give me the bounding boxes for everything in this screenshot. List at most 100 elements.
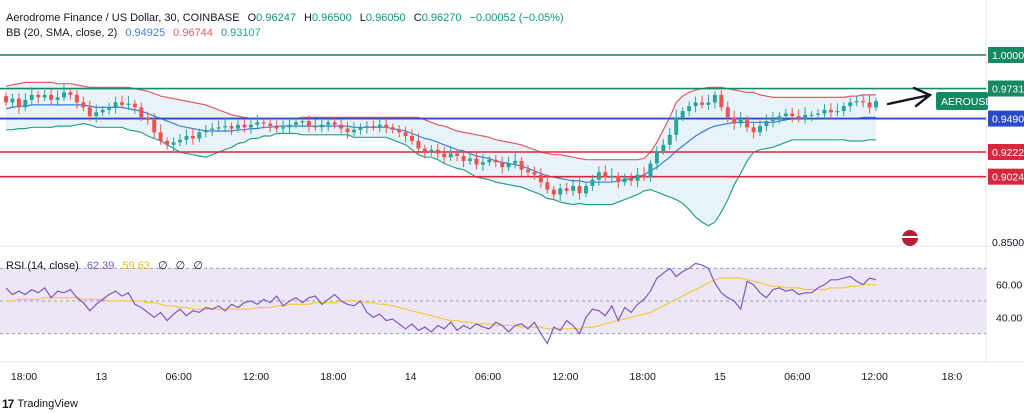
candle-body — [132, 103, 137, 108]
ohlc-close: C0.96270 — [413, 12, 462, 24]
candle-body — [223, 126, 228, 128]
candle-body — [358, 127, 363, 130]
candle-body — [526, 169, 530, 173]
level-tag-0.9731 — [988, 80, 1024, 97]
candle-body — [390, 127, 395, 130]
ohlc-change: −0.00052 (−0.05%) — [469, 12, 564, 24]
candle-body — [654, 150, 659, 164]
candle-body — [294, 122, 298, 125]
candle-body — [287, 124, 292, 128]
candle-body — [81, 102, 86, 108]
time-tick-label: 13 — [95, 371, 107, 383]
candle-body — [828, 109, 833, 113]
candle-body — [332, 122, 337, 125]
candle-body — [403, 132, 408, 137]
candle-body — [816, 113, 820, 115]
rsi-tick-40.00: 40.00 — [996, 312, 1022, 324]
candle-body — [300, 121, 305, 123]
candle-body — [867, 102, 872, 108]
candle-body — [158, 132, 163, 142]
candle-body — [16, 98, 21, 108]
level-label-0.9024: 0.9024 — [992, 172, 1024, 184]
annotation-badge — [936, 92, 988, 110]
rsi-extra-3: ∅ — [193, 260, 203, 272]
time-tick-label: 06:00 — [475, 371, 501, 383]
tradingview-watermark[interactable]: 17 TradingView — [2, 397, 78, 411]
symbol-title: Aerodrome Finance / US Dollar, 30, COINB… — [6, 12, 240, 24]
candle-body — [770, 119, 775, 122]
candle-body — [725, 107, 730, 118]
ohlc-low: L0.96050 — [359, 12, 406, 24]
candle-body — [36, 94, 41, 98]
rsi-ma-value: 59.63 — [122, 260, 150, 272]
candle-body — [326, 122, 331, 125]
candle-body — [42, 94, 47, 98]
candle-body — [693, 102, 698, 107]
candle-body — [100, 109, 105, 113]
time-tick-label: 18:0 — [942, 371, 963, 383]
candle-body — [700, 102, 704, 105]
candle-body — [416, 141, 421, 149]
candle-body — [410, 136, 414, 142]
candle-body — [564, 188, 569, 191]
candle-body — [29, 94, 34, 100]
candle-body — [203, 129, 208, 133]
annotation-arrow-icon — [886, 86, 933, 108]
candle-body — [319, 124, 324, 128]
candle-body — [10, 98, 15, 103]
candle-body — [835, 111, 840, 113]
candle-body — [313, 126, 318, 128]
annotation-label: AEROUSD — [941, 96, 993, 108]
candle-body — [197, 132, 202, 139]
level-tag-0.9222 — [988, 143, 1024, 160]
rsi-legend: RSI (14, close) 62.39 59.63 ∅ ∅ ∅ — [6, 259, 208, 272]
candle-body — [429, 149, 434, 153]
rsi-ma-line — [6, 277, 876, 330]
candle-body — [532, 172, 537, 175]
candle-body — [229, 126, 234, 129]
candle-body — [422, 148, 427, 153]
level-label-0.9222: 0.9222 — [992, 147, 1024, 159]
rsi-value: 62.39 — [86, 260, 115, 272]
candle-body — [790, 113, 795, 117]
candle-body — [171, 142, 176, 145]
candle-body — [506, 163, 511, 168]
candle-body — [648, 163, 653, 178]
candle-body — [796, 116, 801, 119]
candle-body — [667, 134, 672, 145]
candle-body — [152, 119, 157, 133]
rsi-label: RSI (14, close) — [6, 260, 79, 272]
symbol-header: Aerodrome Finance / US Dollar, 30, COINB… — [6, 12, 569, 24]
time-tick-label: 18:00 — [11, 371, 37, 383]
rsi-tick-60.00: 60.00 — [996, 280, 1022, 292]
candle-body — [551, 189, 556, 195]
level-tag-0.9024 — [988, 168, 1024, 185]
time-tick-label: 06:00 — [166, 371, 192, 383]
candle-body — [165, 141, 170, 145]
candle-body — [609, 175, 614, 178]
bb-basis-value: 0.94925 — [125, 27, 166, 39]
candle-body — [822, 109, 827, 114]
time-tick-label: 12:00 — [243, 371, 269, 383]
candle-body — [538, 174, 543, 183]
rsi-extra-1: ∅ — [158, 260, 168, 272]
candle-body — [87, 107, 92, 117]
candle-body — [242, 124, 247, 128]
candle-body — [558, 188, 563, 195]
candle-body — [745, 119, 750, 128]
candle-body — [448, 153, 453, 158]
candle-body — [306, 121, 311, 127]
candle-body — [49, 94, 54, 100]
ohlc-high: H0.96500 — [304, 12, 352, 24]
time-tick-label: 18:00 — [630, 371, 656, 383]
candle-body — [178, 139, 182, 143]
candle-body — [764, 121, 769, 127]
candle-body — [687, 106, 692, 112]
candle-body — [841, 106, 846, 112]
bb-lower-line — [6, 122, 876, 227]
candle-body — [661, 144, 666, 151]
candle-body — [584, 185, 588, 194]
candle-body — [706, 102, 711, 105]
tradingview-logo-icon: 17 — [2, 397, 14, 411]
